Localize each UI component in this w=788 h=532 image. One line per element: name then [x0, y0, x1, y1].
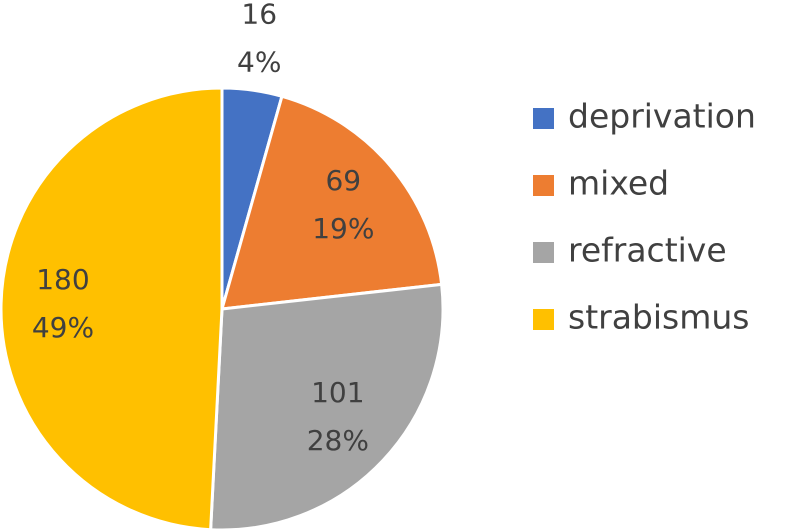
data-label: 69	[325, 164, 361, 197]
legend-swatch	[533, 108, 554, 129]
percent-label: 19%	[312, 212, 374, 245]
percent-label: 4%	[237, 46, 281, 79]
legend-swatch	[533, 242, 554, 263]
legend-swatch	[533, 175, 554, 196]
data-label: 101	[311, 376, 364, 409]
legend-label: deprivation	[568, 97, 756, 136]
legend-label: strabismus	[568, 298, 749, 337]
pie-slice	[219, 94, 444, 311]
legend-label: refractive	[568, 231, 727, 270]
legend-swatch	[533, 309, 554, 330]
data-label: 16	[241, 0, 277, 31]
percent-label: 28%	[307, 424, 369, 457]
percent-label: 49%	[32, 311, 94, 344]
pie-slice	[209, 282, 445, 532]
data-label: 180	[36, 263, 89, 296]
legend-label: mixed	[568, 164, 669, 203]
pie-slice	[0, 86, 224, 532]
